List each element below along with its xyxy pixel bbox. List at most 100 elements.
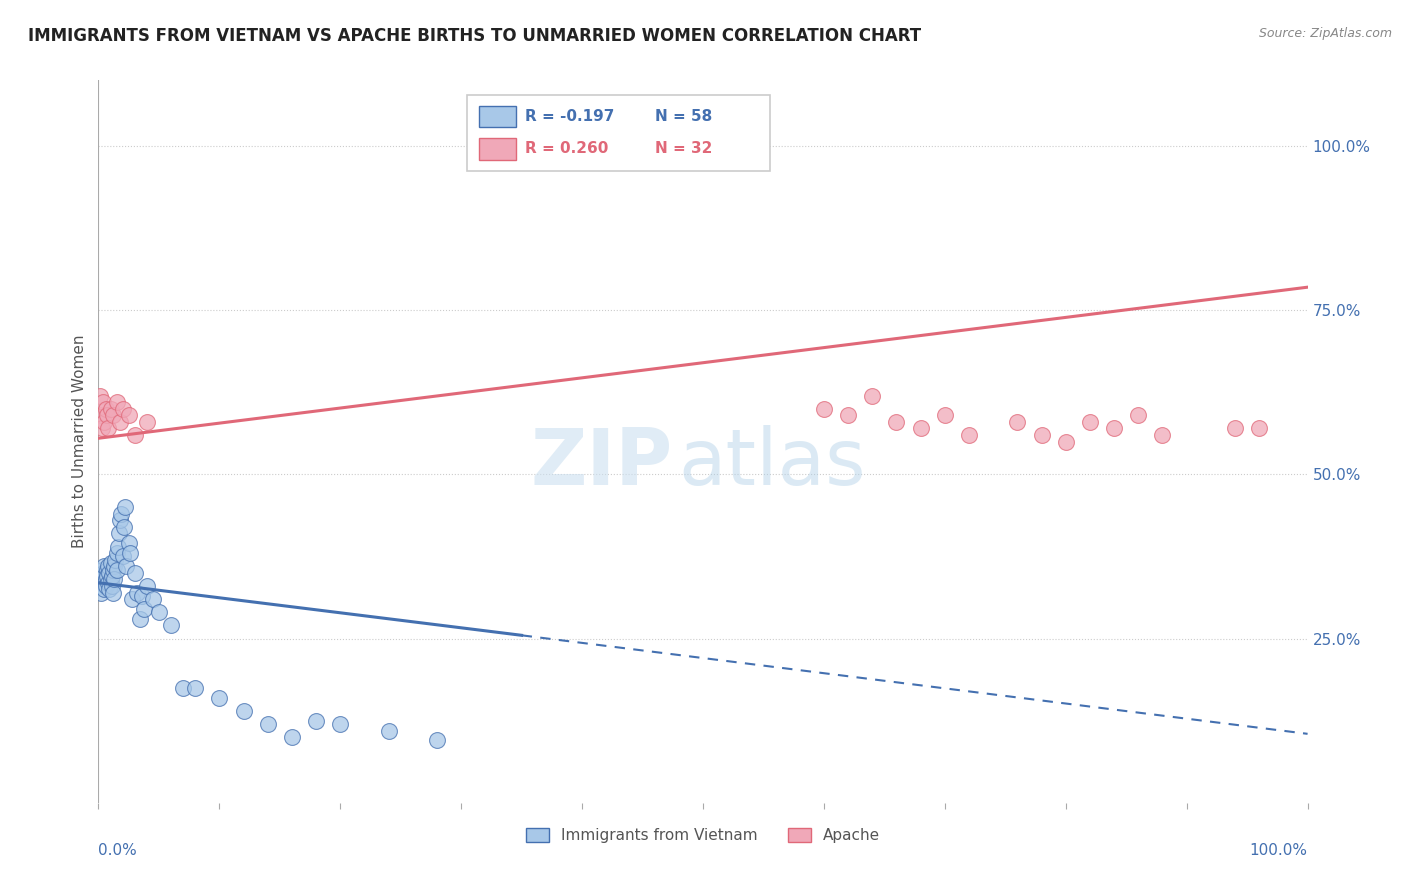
Point (93, 415, 115, 429)
Point (96, 569, 118, 583)
Point (96, 563, 118, 577)
Point (108, 526, 131, 541)
Point (329, 717, 352, 731)
Point (124, 566, 146, 580)
Point (118, 546, 141, 560)
Text: R = 0.260: R = 0.260 (526, 142, 609, 156)
Point (160, 618, 183, 632)
Point (124, 428, 146, 442)
Point (837, 409, 859, 423)
Text: 100.0%: 100.0% (1250, 843, 1308, 857)
Point (103, 573, 125, 587)
Point (1223, 421, 1246, 435)
Text: ZIP: ZIP (530, 425, 672, 501)
Point (1078, 415, 1101, 429)
Point (426, 733, 449, 747)
Point (98, 566, 121, 580)
Point (98, 582, 121, 597)
Point (957, 428, 980, 442)
Point (121, 592, 143, 607)
Point (91, 395, 114, 409)
Text: IMMIGRANTS FROM VIETNAM VS APACHE BIRTHS TO UNMARRIED WOMEN CORRELATION CHART: IMMIGRANTS FROM VIETNAM VS APACHE BIRTHS… (28, 27, 921, 45)
Point (100, 579, 122, 593)
Point (131, 589, 153, 603)
Point (96, 409, 118, 423)
Point (100, 569, 122, 583)
FancyBboxPatch shape (479, 105, 516, 128)
Y-axis label: Births to Unmarried Women: Births to Unmarried Women (72, 334, 87, 549)
Text: atlas: atlas (679, 425, 866, 501)
Point (101, 585, 124, 599)
Legend: Immigrants from Vietnam, Apache: Immigrants from Vietnam, Apache (520, 822, 886, 849)
Point (103, 559, 125, 574)
Point (89, 579, 111, 593)
Point (910, 421, 932, 435)
Point (281, 730, 304, 744)
Point (114, 500, 136, 515)
Point (97, 559, 120, 574)
Point (90, 409, 112, 423)
Point (118, 409, 141, 423)
FancyBboxPatch shape (479, 138, 516, 160)
Point (89, 388, 111, 402)
Point (105, 546, 128, 560)
Point (100, 556, 122, 570)
Point (91, 563, 114, 577)
Point (128, 612, 150, 626)
Point (91, 566, 114, 580)
Point (105, 563, 128, 577)
Point (813, 401, 835, 416)
Text: Source: ZipAtlas.com: Source: ZipAtlas.com (1258, 27, 1392, 40)
Point (93, 582, 115, 597)
Point (115, 559, 138, 574)
Point (108, 415, 131, 429)
Point (94, 579, 117, 593)
Point (934, 409, 956, 423)
Point (1128, 409, 1150, 423)
Point (377, 723, 399, 738)
Point (184, 681, 207, 695)
Point (97, 421, 120, 435)
Point (101, 563, 124, 577)
Point (118, 536, 141, 550)
Point (1031, 428, 1053, 442)
Point (90, 569, 112, 583)
Point (135, 579, 157, 593)
Point (1249, 421, 1271, 435)
Point (232, 704, 254, 718)
Text: R = -0.197: R = -0.197 (526, 109, 614, 124)
Point (90, 585, 112, 599)
Text: N = 32: N = 32 (655, 142, 711, 156)
Point (107, 540, 129, 554)
Point (148, 605, 170, 619)
Point (1054, 434, 1077, 449)
Point (105, 395, 128, 409)
Point (208, 690, 231, 705)
Point (97, 575, 120, 590)
Point (100, 401, 122, 416)
Point (111, 549, 134, 564)
Point (108, 513, 131, 527)
Point (1102, 421, 1125, 435)
Point (1152, 428, 1174, 442)
Point (94, 573, 117, 587)
FancyBboxPatch shape (467, 95, 769, 170)
Point (860, 388, 883, 402)
Point (91, 573, 114, 587)
Point (94, 401, 117, 416)
Point (91, 575, 114, 590)
Point (91, 421, 114, 435)
Point (305, 714, 328, 728)
Point (1007, 415, 1029, 429)
Point (100, 573, 122, 587)
Point (112, 520, 135, 534)
Point (93, 559, 115, 574)
Point (886, 415, 908, 429)
Point (110, 507, 132, 521)
Point (111, 401, 134, 416)
Point (101, 409, 124, 423)
Point (134, 602, 156, 616)
Point (135, 415, 157, 429)
Text: 0.0%: 0.0% (98, 843, 138, 857)
Point (104, 553, 127, 567)
